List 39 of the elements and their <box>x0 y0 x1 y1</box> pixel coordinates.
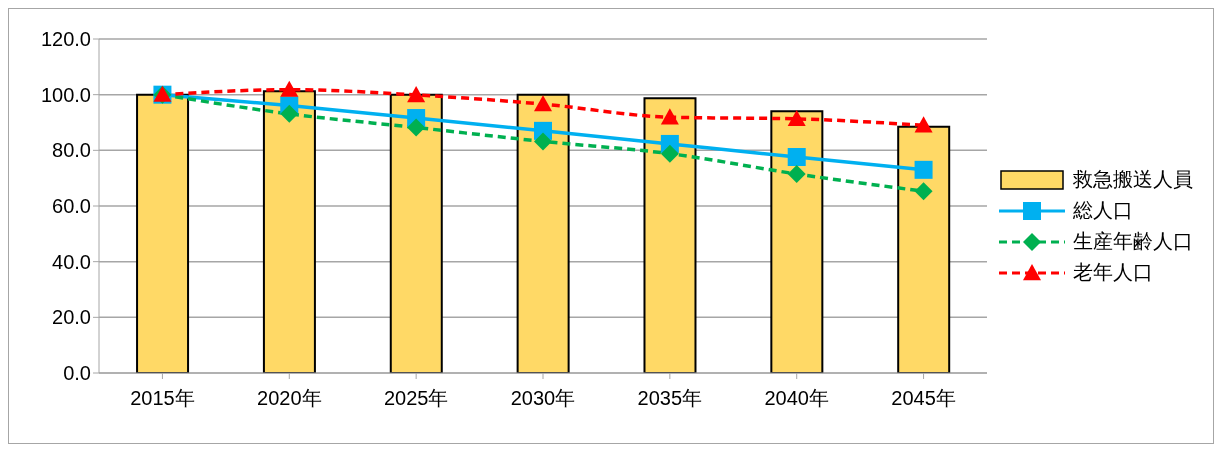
legend-label: 生産年齢人口 <box>1073 229 1193 254</box>
point <box>914 160 933 179</box>
point <box>914 182 933 201</box>
legend-label: 老年人口 <box>1073 260 1153 285</box>
point <box>407 118 426 137</box>
point <box>787 164 806 183</box>
y-tick-label: 20.0 <box>52 306 91 329</box>
point <box>280 80 299 97</box>
y-tick-label: 100.0 <box>40 83 91 106</box>
point <box>534 132 552 151</box>
bar <box>262 90 316 373</box>
x-tick-label: 2030年 <box>510 387 576 410</box>
y-tick-label: 80.0 <box>52 139 91 162</box>
y-tick-label: 60.0 <box>52 195 91 218</box>
bar <box>643 97 697 373</box>
bar <box>897 125 951 373</box>
point <box>660 144 679 163</box>
bar <box>770 110 824 373</box>
bar <box>136 93 190 373</box>
point <box>660 108 679 125</box>
y-tick-label: 40.0 <box>52 250 91 273</box>
point <box>787 109 806 127</box>
point <box>280 104 299 123</box>
x-tick-label: 2025年 <box>383 387 449 410</box>
x-tick-label: 2020年 <box>257 387 322 410</box>
point <box>914 116 933 133</box>
x-tick-label: 2035年 <box>637 387 703 410</box>
y-tick-label: 120.0 <box>40 28 91 51</box>
bar <box>516 93 570 373</box>
legend-label: 救急搬送人員 <box>1073 167 1193 192</box>
point <box>787 148 806 167</box>
point <box>534 95 552 112</box>
bar <box>389 93 443 373</box>
legend-label: 総人口 <box>1073 198 1133 223</box>
y-tick-label: 0.0 <box>63 362 91 385</box>
point <box>407 85 426 103</box>
x-tick-label: 2040年 <box>764 387 829 410</box>
x-tick-label: 2015年 <box>130 387 195 410</box>
x-tick-label: 2045年 <box>891 387 956 410</box>
